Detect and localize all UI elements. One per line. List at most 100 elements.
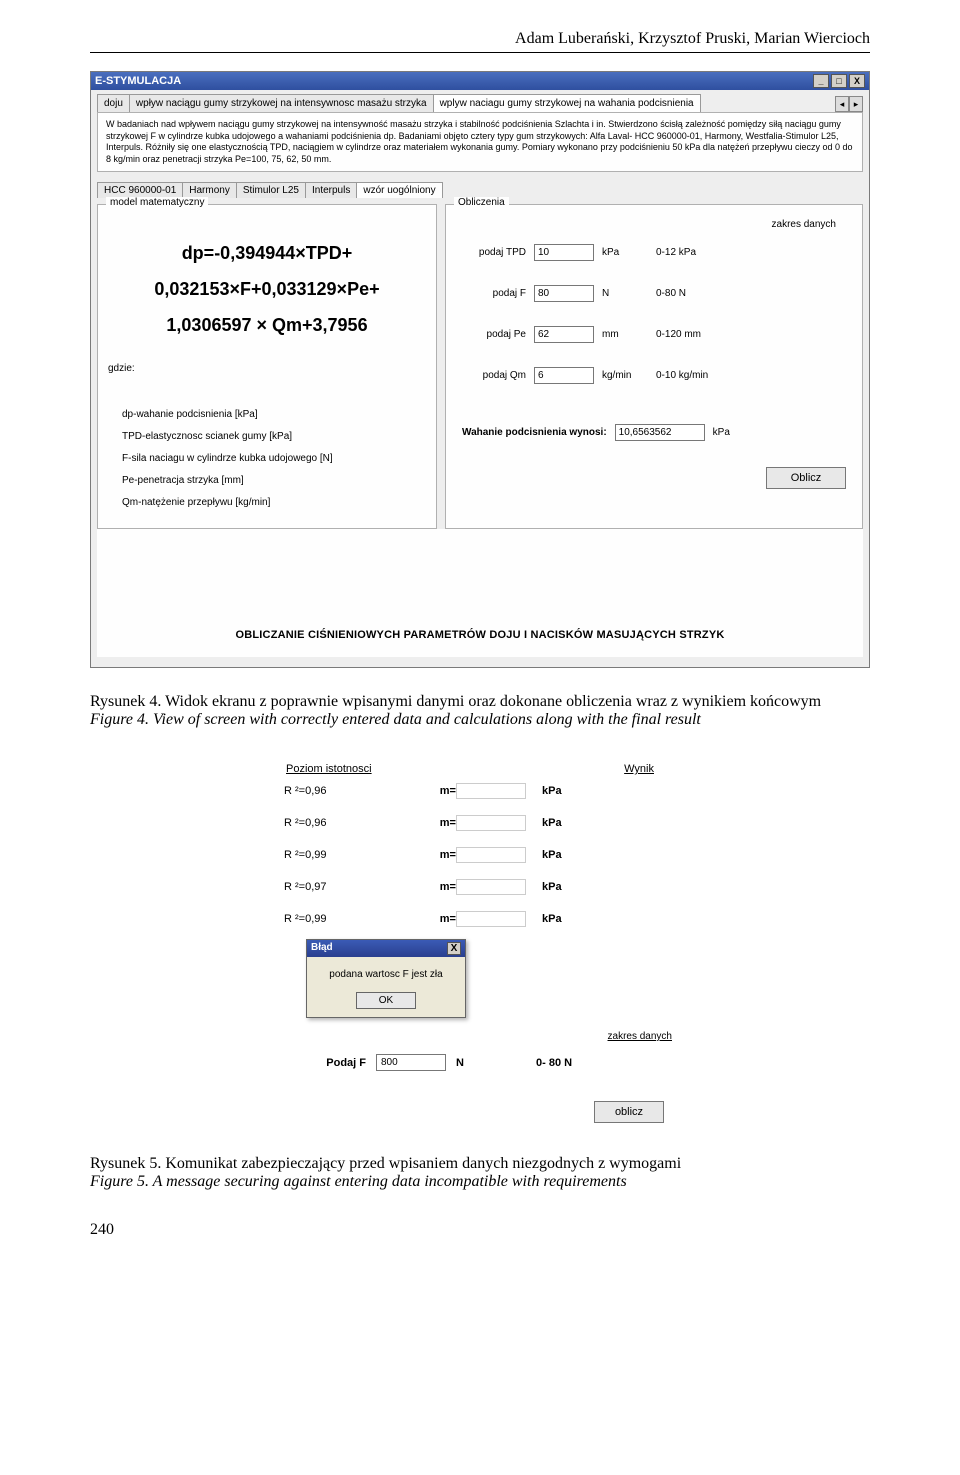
fig5-row: R ²=0,96m=kPa <box>276 783 684 799</box>
dialog-close-button[interactable]: X <box>447 942 461 955</box>
formula-line1: dp=-0,394944×TPD+ <box>112 235 422 271</box>
input-tpd[interactable] <box>534 244 594 261</box>
result-box <box>456 847 526 863</box>
caption4-pl: Rysunek 4. Widok ekranu z poprawnie wpis… <box>90 693 870 711</box>
label-podajf: Podaj F <box>276 1057 366 1069</box>
caption5-en: Figure 5. A message securing against ent… <box>90 1173 870 1191</box>
oblicz2-button[interactable]: oblicz <box>594 1101 664 1123</box>
error-dialog: Błąd X podana wartosc F jest zła OK <box>306 939 466 1018</box>
oblicz-button[interactable]: Oblicz <box>766 467 846 489</box>
titlebar: E-STYMULACJA _ □ X <box>91 72 869 90</box>
unit-f: N <box>602 288 648 299</box>
input-qm[interactable] <box>534 367 594 384</box>
m-label: m= <box>356 881 456 893</box>
minimize-button[interactable]: _ <box>813 74 829 88</box>
formula-line2: 0,032153×F+0,033129×Pe+ <box>112 271 422 307</box>
def-tpd: TPD-elastycznosc scianek gumy [kPa] <box>122 426 422 448</box>
unit-n: N <box>456 1057 486 1069</box>
input-podajf[interactable] <box>376 1054 446 1071</box>
podajf-row: Podaj F N 0- 80 N <box>276 1054 684 1071</box>
zakres-header: zakres danych <box>462 219 846 230</box>
result-box <box>456 815 526 831</box>
scroll-left-button[interactable]: ◂ <box>835 96 849 112</box>
app-title: E-STYMULACJA <box>95 75 181 87</box>
range-f: 0-80 N <box>656 288 846 299</box>
unit-label: kPa <box>526 913 586 925</box>
result-unit: kPa <box>713 427 730 438</box>
close-button[interactable]: X <box>849 74 865 88</box>
window-body: doju wpływ naciągu gumy strzykowej na in… <box>91 90 869 667</box>
range-pe: 0-120 mm <box>656 329 846 340</box>
tab-intensywnosc[interactable]: wpływ naciągu gumy strzykowej na intensy… <box>129 94 434 112</box>
label-f: podaj F <box>462 288 526 299</box>
window-buttons: _ □ X <box>813 74 865 88</box>
formula-line3: 1,0306597 × Qm+3,7956 <box>112 307 422 343</box>
def-qm: Qm-natężenie przepływu [kg/min] <box>122 492 422 514</box>
caption-fig4: Rysunek 4. Widok ekranu z poprawnie wpis… <box>90 693 870 729</box>
m-label: m= <box>356 849 456 861</box>
tab-doju[interactable]: doju <box>97 94 130 112</box>
fig5-zakres: zakres danych <box>608 1031 672 1042</box>
scroll-right-button[interactable]: ▸ <box>849 96 863 112</box>
range-f5: 0- 80 N <box>536 1057 572 1069</box>
result-box <box>456 879 526 895</box>
description-text: W badaniach nad wpływem naciągu gumy str… <box>97 112 863 172</box>
result-label: Wahanie podcisnienia wynosi: <box>462 427 607 438</box>
subtab-wzor[interactable]: wzór uogólniony <box>356 182 442 198</box>
caption-fig5: Rysunek 5. Komunikat zabezpieczający prz… <box>90 1155 870 1191</box>
caption4-en: Figure 4. View of screen with correctly … <box>90 711 870 729</box>
calc-legend: Obliczenia <box>454 197 509 208</box>
tab-scroller: ◂ ▸ <box>835 96 863 112</box>
head-poziom: Poziom istotnosci <box>286 763 372 775</box>
label-pe: podaj Pe <box>462 329 526 340</box>
subtab-harmony[interactable]: Harmony <box>182 182 237 198</box>
subtab-interpuls[interactable]: Interpuls <box>305 182 357 198</box>
result-value <box>615 424 705 441</box>
page-number: 240 <box>90 1221 870 1239</box>
fig5-header: Poziom istotnosci Wynik <box>276 763 684 783</box>
fig5-row: R ²=0,99m=kPa <box>276 911 684 927</box>
unit-tpd: kPa <box>602 247 648 258</box>
definitions: dp-wahanie podcisnienia [kPa] TPD-elasty… <box>122 404 422 514</box>
where-label: gdzie: <box>108 363 426 374</box>
m-label: m= <box>356 913 456 925</box>
subtab-stimulor[interactable]: Stimulor L25 <box>236 182 306 198</box>
panels: model matematyczny dp=-0,394944×TPD+ 0,0… <box>97 198 863 529</box>
maximize-button[interactable]: □ <box>831 74 847 88</box>
fig5-row: R ²=0,99m=kPa <box>276 847 684 863</box>
result-row: Wahanie podcisnienia wynosi: kPa <box>462 424 846 441</box>
input-f[interactable] <box>534 285 594 302</box>
calc-groupbox: Obliczenia zakres danych podaj TPD kPa 0… <box>445 204 863 529</box>
range-qm: 0-10 kg/min <box>656 370 846 381</box>
fig4-window: E-STYMULACJA _ □ X doju wpływ naciągu gu… <box>90 71 870 668</box>
calc-grid: zakres danych podaj TPD kPa 0-12 kPa pod… <box>456 215 852 493</box>
m-label: m= <box>356 785 456 797</box>
result-box <box>456 783 526 799</box>
row-qm: podaj Qm kg/min 0-10 kg/min <box>462 367 846 384</box>
r2-label: R ²=0,99 <box>276 849 356 861</box>
sub-tabs: HCC 960000-01 Harmony Stimulor L25 Inter… <box>97 182 863 198</box>
r2-label: R ²=0,97 <box>276 881 356 893</box>
unit-label: kPa <box>526 785 586 797</box>
row-pe: podaj Pe mm 0-120 mm <box>462 326 846 343</box>
def-pe: Pe-penetracja strzyka [mm] <box>122 470 422 492</box>
unit-qm: kg/min <box>602 370 648 381</box>
head-wynik: Wynik <box>624 763 654 775</box>
def-f: F-sila naciagu w cylindrze kubka udojowe… <box>122 448 422 470</box>
def-dp: dp-wahanie podcisnienia [kPa] <box>122 404 422 426</box>
footer-banner: OBLICZANIE CIŚNIENIOWYCH PARAMETRÓW DOJU… <box>97 619 863 657</box>
range-tpd: 0-12 kPa <box>656 247 846 258</box>
page-header: Adam Luberański, Krzysztof Pruski, Maria… <box>90 30 870 53</box>
dialog-title: Błąd <box>311 942 333 955</box>
tab-wahania[interactable]: wplyw naciagu gumy strzykowej na wahania… <box>433 94 701 112</box>
row-f: podaj F N 0-80 N <box>462 285 846 302</box>
formula: dp=-0,394944×TPD+ 0,032153×F+0,033129×Pe… <box>112 235 422 343</box>
dialog-titlebar: Błąd X <box>307 940 465 957</box>
input-pe[interactable] <box>534 326 594 343</box>
model-groupbox: model matematyczny dp=-0,394944×TPD+ 0,0… <box>97 204 437 529</box>
m-label: m= <box>356 817 456 829</box>
subtab-hcc[interactable]: HCC 960000-01 <box>97 182 183 198</box>
caption5-pl: Rysunek 5. Komunikat zabezpieczający prz… <box>90 1155 870 1173</box>
dialog-ok-button[interactable]: OK <box>356 992 416 1009</box>
row-tpd: podaj TPD kPa 0-12 kPa <box>462 244 846 261</box>
